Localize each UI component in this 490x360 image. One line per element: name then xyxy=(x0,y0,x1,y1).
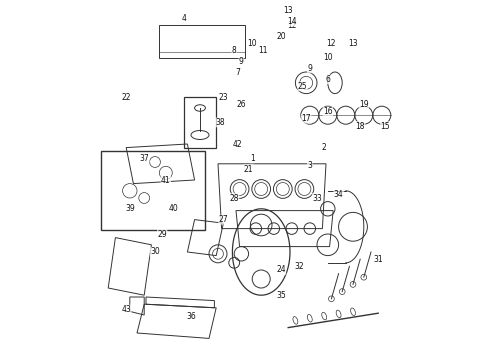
Text: 4: 4 xyxy=(181,14,186,23)
Text: 34: 34 xyxy=(334,190,343,199)
Text: 35: 35 xyxy=(276,291,286,300)
Text: 12: 12 xyxy=(327,39,336,48)
Text: 37: 37 xyxy=(139,154,149,163)
Text: 10: 10 xyxy=(247,39,257,48)
Text: 43: 43 xyxy=(122,305,131,314)
Text: 21: 21 xyxy=(244,165,253,174)
Text: 17: 17 xyxy=(301,114,311,123)
Text: 29: 29 xyxy=(157,230,167,239)
Text: 15: 15 xyxy=(381,122,390,131)
Bar xyxy=(101,151,205,230)
Text: 20: 20 xyxy=(276,32,286,41)
Text: 40: 40 xyxy=(168,204,178,213)
Text: 9: 9 xyxy=(239,57,244,66)
Text: 13: 13 xyxy=(283,6,293,15)
Text: 7: 7 xyxy=(235,68,240,77)
Text: 36: 36 xyxy=(186,312,196,321)
Text: 1: 1 xyxy=(250,154,255,163)
Text: 10: 10 xyxy=(323,53,333,62)
Text: 28: 28 xyxy=(229,194,239,202)
Text: 33: 33 xyxy=(312,194,322,202)
Text: 8: 8 xyxy=(232,46,237,55)
Text: 2: 2 xyxy=(322,143,326,152)
Text: 38: 38 xyxy=(215,118,224,127)
Text: 13: 13 xyxy=(348,39,358,48)
Text: 26: 26 xyxy=(237,100,246,109)
Text: 41: 41 xyxy=(161,176,171,185)
Text: 25: 25 xyxy=(298,82,307,91)
Text: 23: 23 xyxy=(219,93,228,102)
Text: 11: 11 xyxy=(258,46,268,55)
Text: 6: 6 xyxy=(325,75,330,84)
Text: 32: 32 xyxy=(294,262,304,271)
Text: 27: 27 xyxy=(219,215,228,224)
Text: 24: 24 xyxy=(276,266,286,275)
Text: 42: 42 xyxy=(233,140,243,149)
Text: 3: 3 xyxy=(307,161,312,170)
Text: 22: 22 xyxy=(122,93,131,102)
Text: 31: 31 xyxy=(373,255,383,264)
Text: 9: 9 xyxy=(307,64,312,73)
Text: 14: 14 xyxy=(287,17,296,26)
Text: 39: 39 xyxy=(125,204,135,213)
Text: 30: 30 xyxy=(150,248,160,256)
Text: 16: 16 xyxy=(323,107,333,116)
Text: 18: 18 xyxy=(355,122,365,131)
Text: 19: 19 xyxy=(359,100,368,109)
Text: 12: 12 xyxy=(287,21,296,30)
